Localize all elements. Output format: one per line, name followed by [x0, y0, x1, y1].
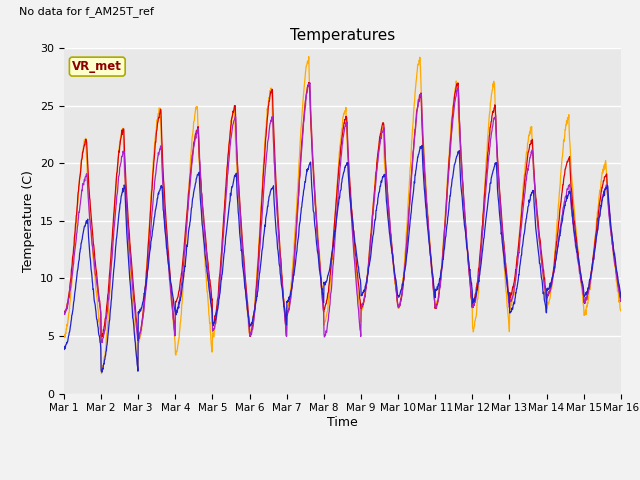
Title: Temperatures: Temperatures: [290, 28, 395, 43]
Y-axis label: Temperature (C): Temperature (C): [22, 170, 35, 272]
Text: VR_met: VR_met: [72, 60, 122, 73]
X-axis label: Time: Time: [327, 416, 358, 429]
Text: No data for f_AM25T_ref: No data for f_AM25T_ref: [19, 7, 154, 17]
Legend: Panel T, Old Ref Temp, HMP45 T, CNR1 PRT: Panel T, Old Ref Temp, HMP45 T, CNR1 PRT: [123, 476, 562, 480]
